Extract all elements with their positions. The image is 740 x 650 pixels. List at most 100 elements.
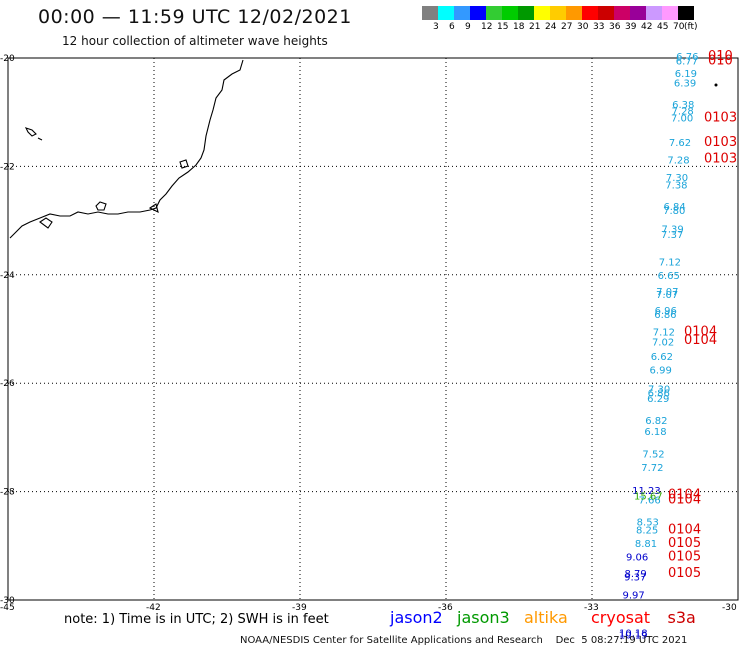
island-small [179,159,189,169]
jason-swh-value: 7.62 [669,138,691,149]
longitude-label: -42 [146,603,161,613]
jason-swh-value: 6.39 [674,78,696,89]
legend-label: 39 [625,22,637,32]
cryosat-pass-label: 0104 [668,487,701,502]
jason-swh-value: 7.37 [661,230,683,241]
satellite-name: jason3 [457,608,510,627]
legend-swatch [422,6,438,20]
jason-swh-value: 7.80 [663,206,685,217]
jason-swh-value: 6.29 [647,394,669,405]
legend-label: 21 [529,22,541,32]
jason-swh-value: 8.53 [637,517,659,528]
jason-swh-value: 6.18 [644,427,666,438]
latitude-label: -22 [0,162,15,172]
map-subtitle: 12 hour collection of altimeter wave hei… [62,34,328,48]
jason-swh-value: 7.00 [671,114,693,125]
longitude-label: -39 [292,603,307,613]
jason3-swh-value: 15.67 [634,491,663,502]
cryosat-pass-label: 0103 [704,151,737,166]
legend-swatch [582,6,598,20]
legend-swatch [518,6,534,20]
jason-swh-value: 7.38 [665,180,687,191]
jason2-swh-value: 10.19 [619,631,648,642]
jason-swh-value: 6.99 [650,366,672,377]
legend-label: 27 [561,22,573,32]
cryosat-pass-label: 0103 [704,111,737,126]
legend-label: 30 [577,22,589,32]
map-title: 00:00 — 11:59 UTC 12/02/2021 [38,6,352,28]
measurement-labels: 6.766.776.196.396.387.287.007.627.287.30… [619,49,737,642]
graticule: -20-22-24-26-28-30-45 -42 -39 -36 -33 -30 [0,54,738,613]
cryosat-pass-label: 010 [708,54,733,69]
legend-label: 18 [513,22,525,32]
legend-label: 70 [673,22,685,32]
legend-swatch [614,6,630,20]
jason2-swh-value: 10.18 [619,629,648,640]
cryosat-pass-label: 0104 [684,325,717,340]
legend-swatch [662,6,678,20]
jason-swh-value: 7.30 [648,385,670,396]
jason-swh-value: 6.77 [676,57,698,68]
footer-credit: NOAA/NESDIS Center for Satellite Applica… [240,635,688,646]
longitude-label: -36 [438,603,453,613]
coastline-path [9,59,244,239]
legend-swatch [598,6,614,20]
latitude-label: -26 [0,379,15,389]
cryosat-pass-label: 0103 [704,135,737,150]
map-frame [7,57,739,601]
latitude-label: -24 [0,271,15,281]
jason-swh-value: 8.25 [636,526,658,537]
data-dot [714,83,718,87]
jason-swh-value: 6.62 [651,352,673,363]
cryosat-pass-label: 0104 [668,523,701,538]
legend-label: 24 [545,22,557,32]
cryosat-pass-label: 010 [708,49,733,64]
bay-inlet [39,201,159,229]
jason-swh-value: 7.52 [642,450,664,461]
jason-swh-value: 6.86 [648,388,670,399]
satellite-name: jason2 [390,608,443,627]
cryosat-pass-label: 0105 [668,550,701,565]
legend-swatch [486,6,502,20]
satellite-name: cryosat [591,608,651,627]
jason-swh-value: 7.66 [639,496,661,507]
legend-swatch [534,6,550,20]
jason-swh-value: 7.07 [656,290,678,301]
note-text: note: 1) Time is in UTC; 2) SWH is in fe… [64,612,329,627]
jason-swh-value: 7.28 [667,155,689,166]
jason-swh-value: 6.86 [654,310,676,321]
jason-swh-value: 6.19 [675,69,697,80]
longitude-label: -45 [0,603,15,613]
legend-swatch [550,6,566,20]
jason-swh-value: 7.12 [653,328,675,339]
legend-label: 3 [433,22,439,32]
jason-swh-value: 7.28 [672,107,694,118]
legend-label: 42 [641,22,653,32]
island-north [24,127,43,141]
jason-swh-value: 7.12 [659,257,681,268]
legend-label: 9 [465,22,471,32]
cryosat-pass-label: 0105 [668,566,701,581]
jason2-swh-value: 11.23 [632,486,661,497]
legend-swatch [470,6,486,20]
latitude-label: -20 [0,54,15,64]
jason-swh-value: 7.02 [652,337,674,348]
legend-label: 36 [609,22,621,32]
cryosat-pass-label: 0104 [668,493,701,508]
longitude-label: -30 [722,603,737,613]
jason2-swh-value: 9.37 [624,573,646,584]
jason-swh-value: 6.82 [645,416,667,427]
jason-swh-value: 7.39 [662,225,684,236]
jason-swh-value: 6.65 [658,271,680,282]
jason-swh-value: 6.38 [672,100,694,111]
jason2-swh-value: 9.97 [623,591,645,602]
jason-swh-value: 7.72 [641,463,663,474]
legend-label: (ft) [684,22,698,32]
longitude-label: -33 [584,603,599,613]
legend-label: 12 [481,22,493,32]
legend-label: 15 [497,22,509,32]
jason-swh-value: 6.84 [663,202,685,213]
legend-label: 45 [657,22,669,32]
legend-label: 6 [449,22,455,32]
